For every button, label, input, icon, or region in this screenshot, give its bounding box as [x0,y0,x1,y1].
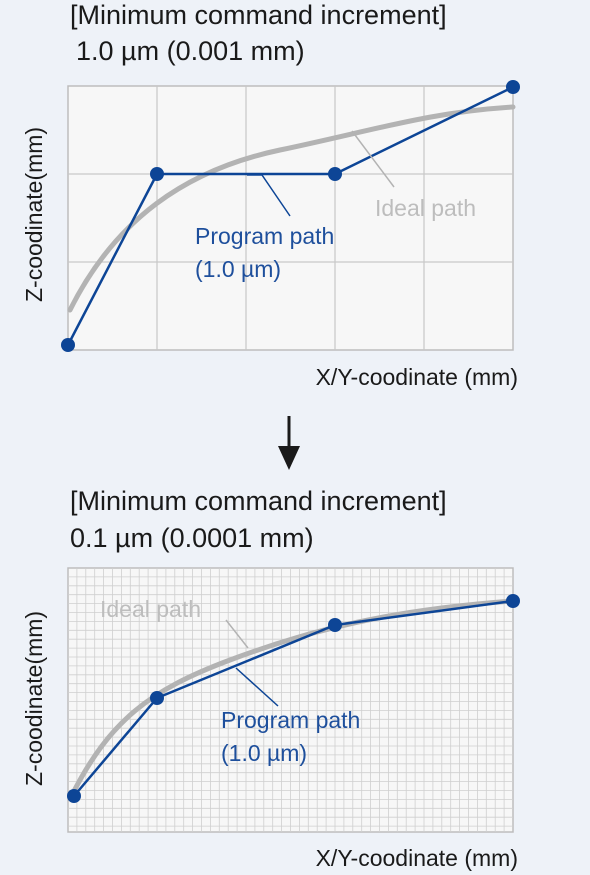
bottom-ideal-path [69,598,516,798]
bottom-y-axis-label: Z-coodinate(mm) [21,611,47,786]
top-ideal-label: Ideal path [375,195,476,221]
top-y-axis-label: Z-coodinate(mm) [21,127,47,302]
bottom-program-path [73,599,514,797]
bottom-title-line1: [Minimum command increment] [70,486,447,516]
bottom-program-point [506,594,520,608]
top-program-path [66,85,514,346]
top-title-line1: [Minimum command increment] [70,0,447,30]
bottom-program-point [150,691,164,705]
top-x-axis-label: X/Y-coodinate (mm) [316,364,518,390]
top-program-point [61,338,75,352]
bottom-x-axis-label: X/Y-coodinate (mm) [316,845,518,871]
top-program-point [506,80,520,94]
top-title-line2: 1.0 µm (0.001 mm) [76,36,305,66]
bottom-program-label-line2: (1.0 µm) [221,740,307,766]
bottom-program-label-line1: Program path [221,707,360,733]
bottom-program-point [328,618,342,632]
top-plot-area [61,80,520,352]
bottom-fine-grid [68,568,513,832]
bottom-program-point [67,789,81,803]
top-program-point [328,167,342,181]
top-program-label-line1: Program path [195,223,334,249]
bottom-title-line2: 0.1 µm (0.0001 mm) [70,523,314,553]
bottom-program-leader [235,667,279,707]
bottom-ideal-leader [225,619,249,649]
bottom-ideal-label: Ideal path [100,596,201,622]
down-arrow-icon [278,416,300,470]
top-ideal-path [67,104,516,313]
top-program-point [150,167,164,181]
top-program-label-line2: (1.0 µm) [195,256,281,282]
top-ideal-leader [351,130,395,188]
top-program-leader [247,174,291,217]
bottom-plot-area [67,567,520,833]
